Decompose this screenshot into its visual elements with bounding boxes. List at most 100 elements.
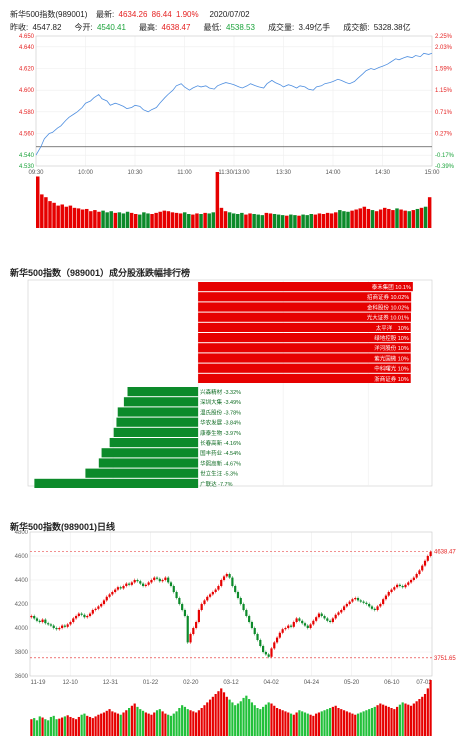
volume-bar: [195, 712, 198, 736]
candle-body: [404, 584, 407, 588]
volume-bar: [407, 704, 410, 736]
volume-bar: [125, 710, 128, 736]
candle-body: [309, 624, 312, 628]
volume-bar: [116, 713, 120, 736]
volume-bar: [301, 711, 304, 736]
candle-body: [348, 601, 351, 604]
y-tick-label: 3800: [15, 650, 29, 656]
candle-body: [396, 584, 399, 588]
volume-bar: [320, 711, 323, 736]
y-tick-label: 4.580: [19, 110, 35, 116]
volume-bar: [337, 708, 340, 736]
volume-bar: [317, 213, 322, 228]
volume-bar: [272, 214, 277, 228]
x-tick-label: 12-10: [63, 680, 79, 686]
candle-body: [267, 654, 270, 657]
volume-bar: [313, 214, 318, 228]
volume-bar: [158, 211, 162, 228]
amount-value: 5328.38亿: [373, 23, 411, 32]
volume-bar: [227, 212, 232, 228]
volume-bar: [305, 215, 309, 228]
volume-bar: [211, 696, 214, 736]
x-tick-label: 09:30: [28, 170, 44, 176]
volume-bar: [270, 703, 273, 736]
volume-bar: [161, 711, 164, 736]
volume-bar: [331, 706, 334, 736]
volume-bar: [260, 215, 265, 228]
candle-body: [306, 625, 309, 628]
volume-bar: [199, 214, 203, 228]
candle-body: [429, 551, 432, 556]
loser-label: 世立生汪 -5.3%: [200, 470, 238, 478]
volume-bar: [366, 208, 371, 228]
candle-body: [225, 574, 228, 577]
price-line: [35, 52, 433, 156]
volume-bar: [94, 716, 97, 736]
candle-body: [323, 616, 326, 619]
x-tick-label: 11-19: [31, 680, 47, 686]
y-tick-label: 4800: [15, 530, 29, 536]
candle-body: [130, 582, 133, 585]
volume-bar: [256, 708, 259, 736]
candle-body: [133, 580, 136, 583]
volume-bar: [236, 214, 240, 228]
y-tick-label: 4200: [15, 602, 29, 608]
volume-bar: [382, 704, 385, 736]
y-tick-label: 4000: [15, 626, 29, 632]
gainer-bar: [198, 302, 412, 312]
candle-body: [326, 618, 329, 621]
candle-body: [373, 608, 376, 610]
volume-bar: [423, 206, 428, 228]
candle-body: [284, 628, 287, 630]
candle-body: [292, 622, 295, 627]
candle-body: [72, 618, 75, 622]
candle-body: [69, 622, 72, 625]
volume-bar: [147, 713, 150, 736]
volume-bar: [259, 709, 262, 736]
volume-bar: [136, 706, 139, 736]
volume-bar: [250, 702, 254, 736]
candle-body: [139, 581, 142, 584]
volume-bar: [228, 699, 231, 736]
loser-label: 华农发展 -3.84%: [200, 419, 241, 427]
candle-body: [262, 646, 265, 652]
volume-bar: [354, 714, 357, 736]
volume-bar: [393, 709, 396, 736]
volume-bar: [358, 208, 362, 228]
candle-body: [376, 606, 379, 610]
volume-bar: [312, 715, 315, 736]
candle-body: [259, 640, 262, 646]
candle-body: [61, 625, 64, 628]
x-tick-label: 12-31: [103, 680, 119, 686]
volume-bar: [429, 680, 432, 736]
volume-bar: [195, 213, 199, 228]
latest-label: 最新:: [96, 10, 115, 19]
volume-bar: [192, 711, 195, 736]
candle-body: [136, 580, 139, 582]
gainer-label: 紫光国微 10%: [374, 354, 409, 362]
volume-bar: [30, 719, 33, 736]
volume-bar: [72, 718, 75, 736]
candle-body: [111, 592, 114, 595]
candle-body: [345, 604, 348, 607]
volume-bar: [128, 708, 131, 736]
loser-bar: [85, 468, 199, 478]
loser-bar: [116, 417, 199, 427]
volume-bar: [419, 207, 424, 228]
volume-bar: [215, 172, 220, 228]
volume-bar: [289, 214, 293, 228]
volume-bar: [264, 704, 267, 736]
volume-bar: [301, 214, 305, 228]
volume-bar: [40, 194, 44, 228]
candle-body: [289, 625, 293, 627]
volume-bar: [208, 699, 212, 736]
volume-bar: [111, 711, 114, 736]
volume-bar: [58, 718, 61, 736]
x-tick-label: 04-24: [304, 680, 320, 686]
candle-body: [172, 586, 175, 592]
candle-body: [77, 613, 80, 616]
volume-bar: [35, 720, 39, 736]
volume-bar: [187, 214, 191, 228]
volume-bar: [183, 706, 187, 736]
